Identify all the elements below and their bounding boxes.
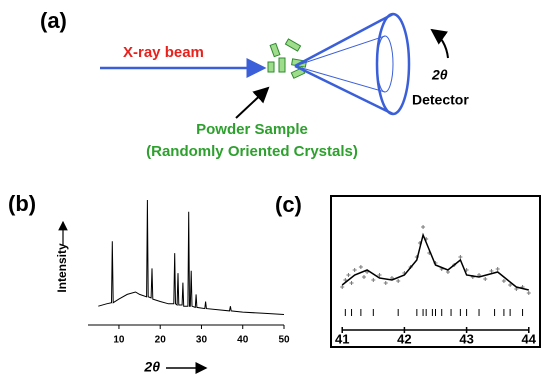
detector-label: Detector: [412, 92, 469, 108]
beam-label: X-ray beam: [123, 44, 204, 61]
observed-point: [396, 279, 401, 283]
observed-point: [501, 279, 506, 283]
x-axis-label: 2θ: [143, 359, 160, 375]
observed-point: [346, 273, 351, 277]
x-tick-label: 41: [335, 331, 349, 346]
observed-point: [340, 285, 345, 289]
observed-point: [526, 291, 531, 295]
pattern-line: [98, 199, 285, 315]
observed-point: [495, 267, 500, 271]
observed-point: [489, 269, 494, 273]
x-tick-label: 10: [113, 335, 125, 346]
x-tick-label: 43: [459, 331, 473, 346]
detector-cone: [294, 12, 411, 116]
plot-frame: [330, 195, 541, 348]
observed-point: [483, 277, 488, 281]
sample-sublabel: (Randomly Oriented Crystals): [146, 143, 358, 160]
x-tick-label: 44: [522, 331, 537, 346]
x-tick-label: 30: [196, 335, 208, 346]
observed-point: [508, 283, 513, 287]
fit-line: [341, 232, 529, 291]
sample-arrow: [235, 86, 270, 119]
observed-point: [349, 281, 354, 285]
observed-point: [383, 281, 388, 285]
observed-point: [352, 268, 357, 272]
observed-point: [421, 225, 426, 229]
angle-label: 2θ: [431, 67, 448, 83]
observed-point: [458, 255, 463, 259]
panel-label: (a): [40, 8, 67, 33]
crystals: [267, 38, 307, 79]
x-tick-label: 42: [397, 331, 411, 346]
sample-label: Powder Sample: [196, 121, 308, 138]
angle-arrow: [430, 28, 449, 59]
x-tick-label: 20: [155, 335, 167, 346]
panel-label: (c): [275, 192, 302, 217]
x-tick-label: 50: [278, 335, 290, 346]
observed-point: [358, 265, 363, 269]
panel-label: (b): [8, 191, 36, 216]
observed-point: [371, 278, 376, 282]
x-tick-label: 40: [237, 335, 249, 346]
observed-point: [343, 278, 348, 282]
observed-point: [377, 273, 382, 277]
y-axis-label: Intensity: [55, 243, 69, 293]
observed-point: [361, 275, 366, 279]
